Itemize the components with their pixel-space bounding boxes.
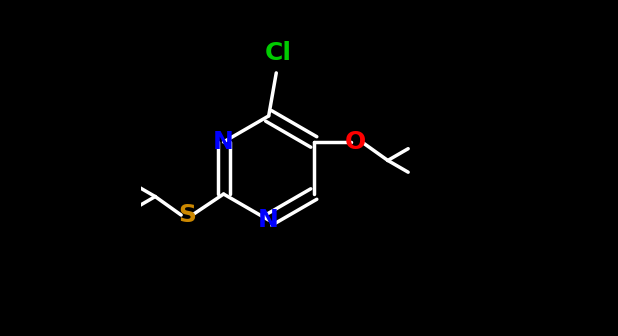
Text: O: O [345,130,366,154]
Text: N: N [213,130,234,154]
Text: N: N [258,208,279,232]
Text: S: S [178,203,196,227]
Text: Cl: Cl [265,41,292,65]
